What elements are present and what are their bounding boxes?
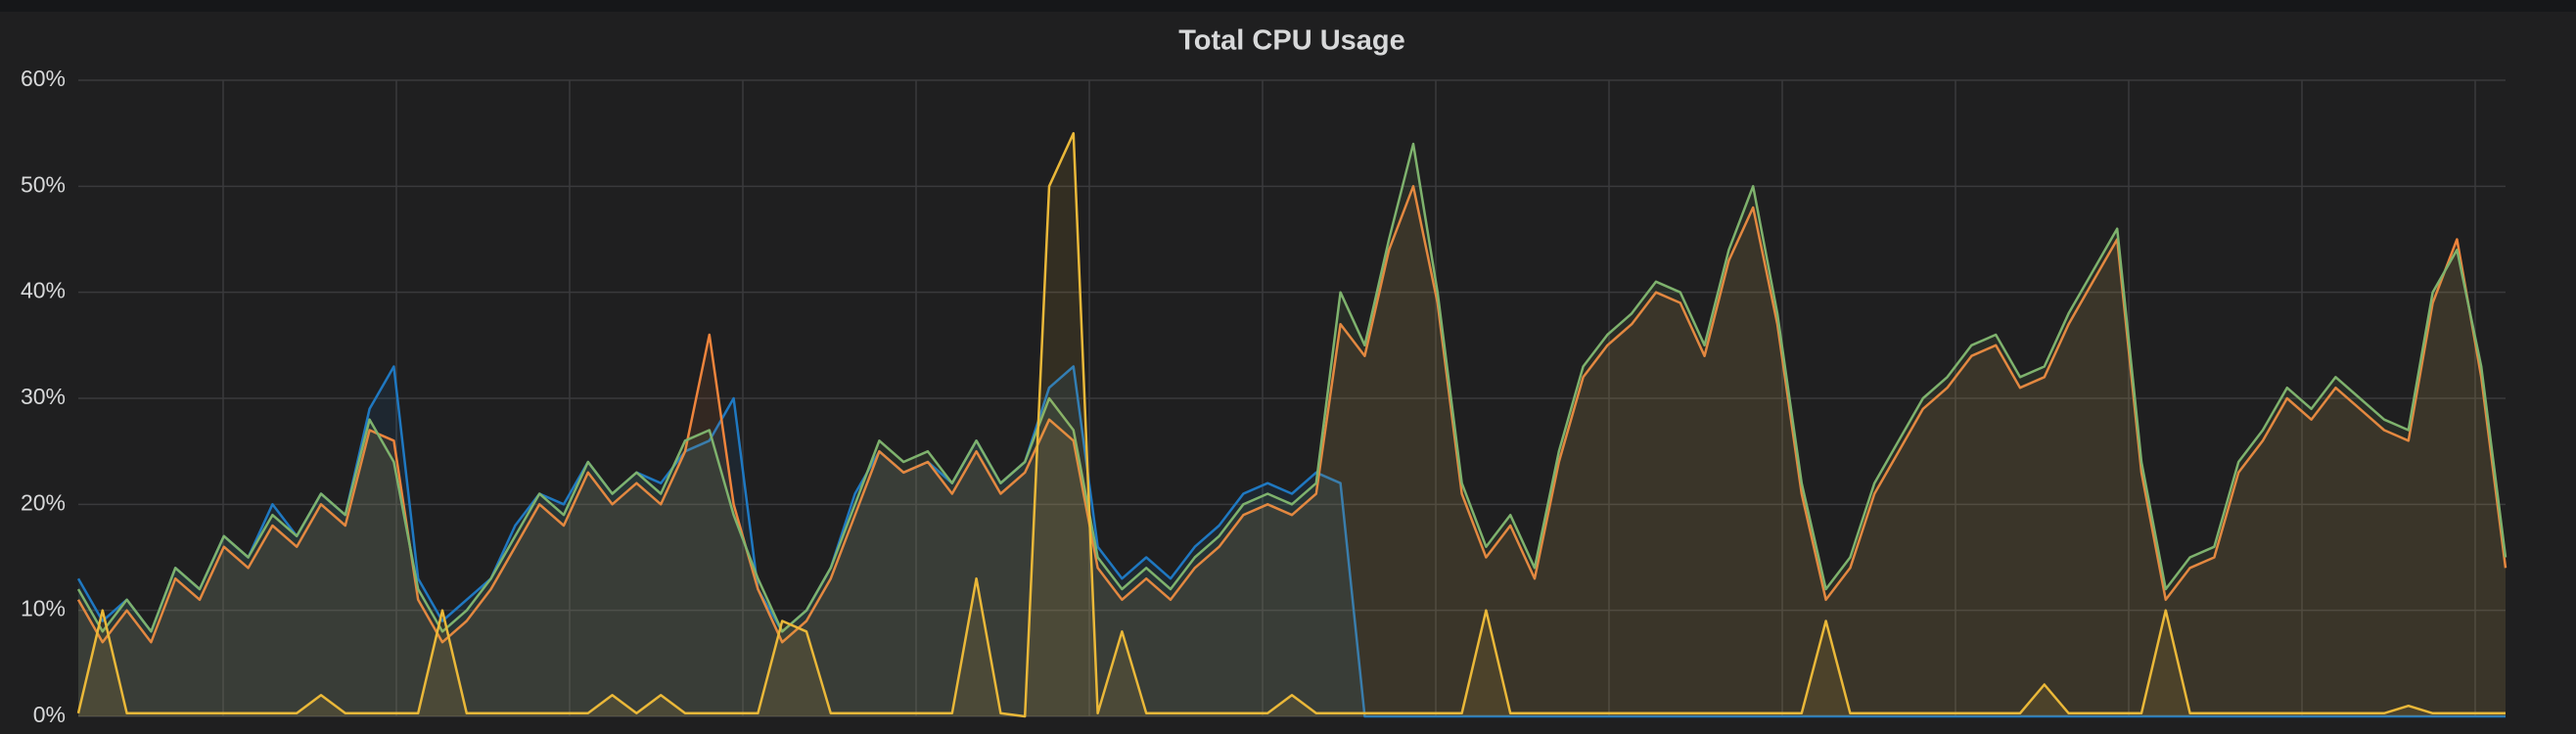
series-line xyxy=(76,185,2507,644)
y-tick-label: 50% xyxy=(21,171,66,197)
series-line xyxy=(76,142,2507,633)
y-tick-label: 40% xyxy=(21,278,66,303)
y-tick-label: 20% xyxy=(21,489,66,515)
series-area xyxy=(78,186,2506,717)
chart-title: Total CPU Usage xyxy=(1178,25,1405,57)
y-tick-label: 60% xyxy=(21,66,66,91)
series-area xyxy=(78,144,2506,716)
y-tick-label: 0% xyxy=(33,702,66,727)
y-tick-label: 10% xyxy=(21,596,66,621)
series-line xyxy=(76,365,2506,718)
series-line xyxy=(76,131,2506,718)
top-bar xyxy=(0,0,2576,12)
y-tick-label: 30% xyxy=(21,384,66,409)
